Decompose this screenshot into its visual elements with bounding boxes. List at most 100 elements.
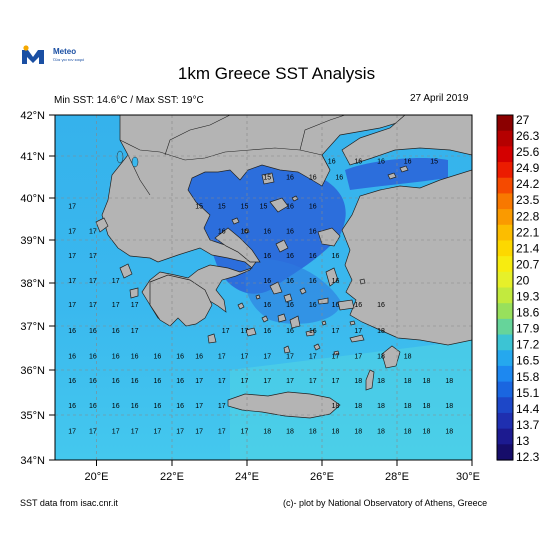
sst-value-label: 16 <box>377 158 385 165</box>
page-title: 1km Greece SST Analysis <box>177 64 376 83</box>
sst-value-label: 17 <box>112 278 120 285</box>
land-ikaria <box>317 297 329 305</box>
sst-value-label: 17 <box>68 253 76 260</box>
map-frame <box>54 114 473 461</box>
sst-value-label: 18 <box>404 428 412 435</box>
lat-tick-label: 42°N <box>20 110 45 122</box>
sst-value-label: 17 <box>218 378 226 385</box>
sst-value-label: 18 <box>332 428 340 435</box>
sst-value-label: 16 <box>218 229 226 236</box>
land-evia <box>214 227 261 263</box>
land-milos <box>245 327 257 337</box>
sst-value-label: 18 <box>423 428 431 435</box>
sst-value-label: 17 <box>154 428 162 435</box>
lat-tick-label: 39°N <box>20 235 45 247</box>
sst-value-label: 16 <box>354 158 362 165</box>
colorbar-label: 15.1 <box>516 386 540 400</box>
sst-value-label: 18 <box>377 354 385 361</box>
land-corfu <box>95 217 109 233</box>
colorbar-label: 25.6 <box>516 145 540 159</box>
sst-value-label: 17 <box>68 302 76 309</box>
sst-value-label: 16 <box>89 328 97 335</box>
min-max-sst: Min SST: 14.6°C / Max SST: 19°C <box>54 95 204 106</box>
sst-value-label: 16 <box>309 204 317 211</box>
colorbar-label: 17.2 <box>516 338 540 352</box>
land-limnos <box>269 197 289 213</box>
sst-value-label: 18 <box>445 378 453 385</box>
sst-value-label: 17 <box>195 403 203 410</box>
colorbar-segment <box>497 397 513 414</box>
sst-value-label: 18 <box>332 403 340 410</box>
colorbar-segment <box>497 334 513 351</box>
colorbar-segment <box>497 209 513 226</box>
sst-value-label: 17 <box>218 354 226 361</box>
sst-value-label: 15 <box>195 204 203 211</box>
data-source: SST data from isac.cnr.it <box>20 498 118 508</box>
colorbar-label: 15.8 <box>516 370 540 384</box>
land-marmara-islands <box>387 165 409 180</box>
sst-value-label: 17 <box>354 328 362 335</box>
sst-value-label: 17 <box>332 354 340 361</box>
logo-brand: Meteo <box>53 47 77 56</box>
sst-value-label: 15 <box>263 175 271 182</box>
sst-value-label: 17 <box>89 253 97 260</box>
sst-value-label: 16 <box>131 354 139 361</box>
sst-value-label: 16 <box>263 278 271 285</box>
sst-value-label: 18 <box>377 378 385 385</box>
sst-value-label: 16 <box>154 354 162 361</box>
sst-value-label: 16 <box>286 328 294 335</box>
colorbar-segment <box>497 130 513 147</box>
colorbar: 27 26.3 25.6 24.9 24.2 23.5 22.8 22.1 21.4 20.7 20… <box>496 113 540 464</box>
sst-value-label: 16 <box>89 378 97 385</box>
lon-tick-label: 20°E <box>85 471 109 483</box>
colorbar-segment <box>497 318 513 336</box>
sst-value-label: 15 <box>430 158 438 165</box>
sst-value-label: 15 <box>218 204 226 211</box>
plot-credit: (c)- plot by National Observatory of Ath… <box>283 498 488 508</box>
sst-value-label: 15 <box>260 204 268 211</box>
sst-value-label: 16 <box>176 403 184 410</box>
sst-value-label: 17 <box>131 302 139 309</box>
lat-tick-label: 38°N <box>20 278 45 290</box>
sst-value-label: 17 <box>176 428 184 435</box>
colorbar-segment <box>497 224 513 242</box>
land-skyros <box>275 239 289 253</box>
colorbar-frame <box>496 114 514 461</box>
sst-value-label: 16 <box>263 229 271 236</box>
sst-value-label: 16 <box>309 328 317 335</box>
sst-value-label: 16 <box>309 302 317 309</box>
lat-tick-label: 37°N <box>20 321 45 333</box>
sst-value-label: 16 <box>309 278 317 285</box>
sst-value-label: 18 <box>423 403 431 410</box>
sst-value-label: 16 <box>112 328 120 335</box>
sst-value-label: 18 <box>377 428 385 435</box>
sst-value-label: 16 <box>112 403 120 410</box>
sst-value-label: 17 <box>68 229 76 236</box>
sst-value-label: 17 <box>112 428 120 435</box>
sst-value-label: 16 <box>263 253 271 260</box>
sst-value-label: 18 <box>423 378 431 385</box>
land-kos <box>349 334 365 343</box>
colorbar-segment <box>497 146 513 163</box>
sst-value-label: 16 <box>68 378 76 385</box>
colorbar-label: 19.3 <box>516 290 540 304</box>
sst-value-label: 17 <box>89 229 97 236</box>
sst-value-label: 16 <box>309 253 317 260</box>
sst-value-label: 17 <box>68 278 76 285</box>
sst-value-label: 17 <box>309 378 317 385</box>
sst-value-label: 16 <box>286 278 294 285</box>
logo-tagline: Όλα για τον καιρό <box>53 57 85 62</box>
sst-value-labels: 16 16 16 16 15 15 16 16 16 17 15 15 15 15 16 16 17 17 16 16… <box>68 158 453 435</box>
land-tinos <box>283 293 293 303</box>
colorbar-segment <box>497 193 513 210</box>
sst-value-label: 17 <box>354 354 362 361</box>
sst-value-label: 16 <box>89 403 97 410</box>
sst-value-label: 18 <box>309 428 317 435</box>
colorbar-label: 14.4 <box>516 402 540 416</box>
colorbar-label: 21.4 <box>516 241 540 255</box>
sst-value-label: 16 <box>68 354 76 361</box>
colorbar-segment <box>497 240 513 257</box>
sst-value-label: 16 <box>286 204 294 211</box>
cool-water-central-aegean <box>245 259 341 324</box>
analysis-date: 27 April 2019 <box>410 93 469 104</box>
